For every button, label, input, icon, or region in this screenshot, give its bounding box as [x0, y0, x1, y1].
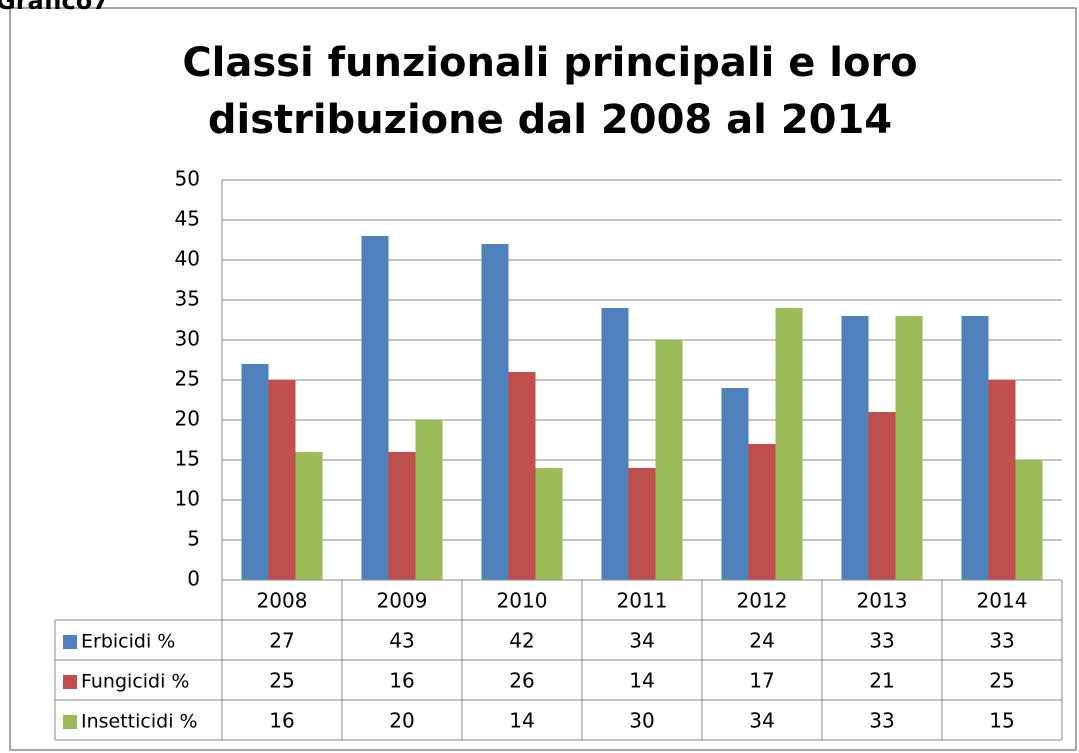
bar	[748, 444, 776, 580]
table-value: 43	[389, 629, 414, 653]
x-tick-label: 2013	[857, 589, 908, 613]
bar	[628, 468, 656, 580]
table-value: 14	[629, 669, 654, 693]
table-value: 33	[869, 709, 894, 733]
legend-key	[63, 715, 77, 729]
table-value: 17	[749, 669, 774, 693]
y-tick-label: 15	[175, 447, 200, 471]
y-tick-label: 40	[175, 247, 200, 271]
bar	[988, 380, 1016, 580]
bar	[361, 236, 389, 580]
table-value: 33	[989, 629, 1014, 653]
table-value: 26	[509, 669, 534, 693]
bar	[295, 452, 323, 580]
table-value: 34	[749, 709, 774, 733]
bar	[415, 420, 443, 580]
bar	[481, 244, 509, 580]
table-value: 33	[869, 629, 894, 653]
x-tick-label: 2008	[257, 589, 308, 613]
table-value: 24	[749, 629, 774, 653]
y-tick-label: 25	[175, 367, 200, 391]
table-value: 20	[389, 709, 414, 733]
bar	[721, 388, 749, 580]
x-tick-label: 2012	[737, 589, 788, 613]
bar	[868, 412, 896, 580]
bar	[895, 316, 923, 580]
y-tick-label: 45	[175, 207, 200, 231]
table-value: 16	[269, 709, 294, 733]
y-tick-label: 35	[175, 287, 200, 311]
x-tick-label: 2010	[497, 589, 548, 613]
chart-title: Classi funzionali principali e loro	[182, 40, 917, 86]
legend-label: Erbicidi %	[81, 631, 175, 653]
table-value: 42	[509, 629, 534, 653]
table-value: 25	[989, 669, 1014, 693]
bar	[775, 308, 803, 580]
table-value: 15	[989, 709, 1014, 733]
legend-key	[63, 675, 77, 689]
x-tick-label: 2011	[617, 589, 668, 613]
y-tick-label: 5	[187, 527, 200, 551]
x-tick-label: 2014	[977, 589, 1028, 613]
table-value: 25	[269, 669, 294, 693]
bar	[601, 308, 629, 580]
page-label: Grafico7	[0, 0, 109, 15]
table-value: 16	[389, 669, 414, 693]
table-value: 30	[629, 709, 654, 733]
bar	[841, 316, 869, 580]
y-tick-label: 10	[175, 487, 200, 511]
bar	[508, 372, 536, 580]
y-tick-label: 50	[175, 167, 200, 191]
chart-title: distribuzione dal 2008 al 2014	[208, 97, 892, 143]
table-value: 21	[869, 669, 894, 693]
x-tick-label: 2009	[377, 589, 428, 613]
table-value: 34	[629, 629, 654, 653]
table-value: 14	[509, 709, 534, 733]
y-tick-label: 0	[187, 567, 200, 591]
bar	[268, 380, 296, 580]
y-tick-label: 20	[175, 407, 200, 431]
y-tick-label: 30	[175, 327, 200, 351]
bar	[961, 316, 989, 580]
bar	[388, 452, 416, 580]
bar	[655, 340, 683, 580]
bar	[1015, 460, 1043, 580]
legend-label: Insetticidi %	[81, 711, 198, 733]
legend-key	[63, 635, 77, 649]
table-value: 27	[269, 629, 294, 653]
legend-label: Fungicidi %	[81, 671, 189, 693]
bar	[535, 468, 563, 580]
bar	[241, 364, 269, 580]
